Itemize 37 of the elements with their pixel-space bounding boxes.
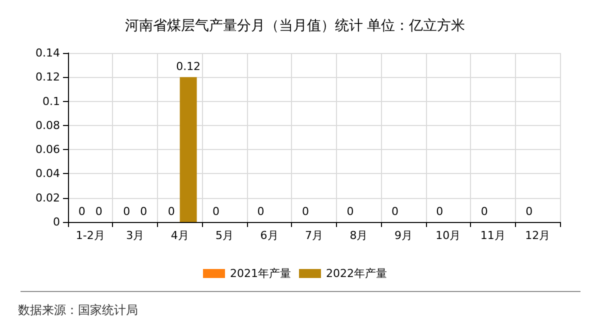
data-label: 0: [95, 205, 102, 218]
y-tick-label: 0.08: [36, 118, 60, 132]
data-label: 0: [346, 205, 354, 218]
x-tick-label: 4月: [170, 229, 189, 242]
chart-title: 河南省煤层气产量分月（当月值）统计 单位：亿立方米: [124, 18, 466, 34]
x-tick-label: 11月: [480, 229, 506, 242]
x-tick-label: 9月: [394, 229, 412, 242]
x-tick-label: 7月: [305, 229, 323, 242]
data-label: 0: [123, 205, 130, 218]
y-tick-label: 0.1: [42, 94, 60, 108]
y-tick-label: 0.02: [36, 191, 60, 204]
x-tick-label: 1-2月: [76, 229, 105, 242]
data-label: 0: [257, 205, 264, 218]
data-label: 0: [436, 205, 444, 218]
data-label: 0: [480, 205, 488, 218]
x-tick-label: 12月: [525, 229, 550, 242]
data-label: 0: [391, 205, 398, 218]
y-tick-label: 0.12: [36, 70, 60, 84]
data-label: 0: [78, 205, 86, 218]
data-label: 0: [212, 205, 220, 218]
data-label: 0: [140, 205, 148, 218]
legend-label: 2021年产量: [230, 267, 292, 280]
data-label: 0: [526, 205, 533, 218]
x-tick-label: 3月: [126, 229, 144, 242]
data-label: 0.12: [176, 60, 201, 74]
x-tick-label: 8月: [350, 229, 368, 242]
y-tick-label: 0.14: [36, 46, 60, 60]
y-tick-label: 0.04: [36, 167, 60, 180]
x-tick-label: 10月: [436, 229, 461, 242]
x-tick-label: 6月: [260, 229, 278, 242]
data-label: 0: [168, 205, 175, 218]
y-tick-label: 0.06: [36, 143, 60, 156]
legend-label: 2022年产量: [326, 267, 387, 280]
data-label: 0: [302, 205, 309, 218]
y-tick-label: 0: [53, 216, 60, 228]
x-tick-label: 5月: [216, 229, 234, 242]
source-note: 数据来源：国家统计局: [18, 303, 138, 317]
